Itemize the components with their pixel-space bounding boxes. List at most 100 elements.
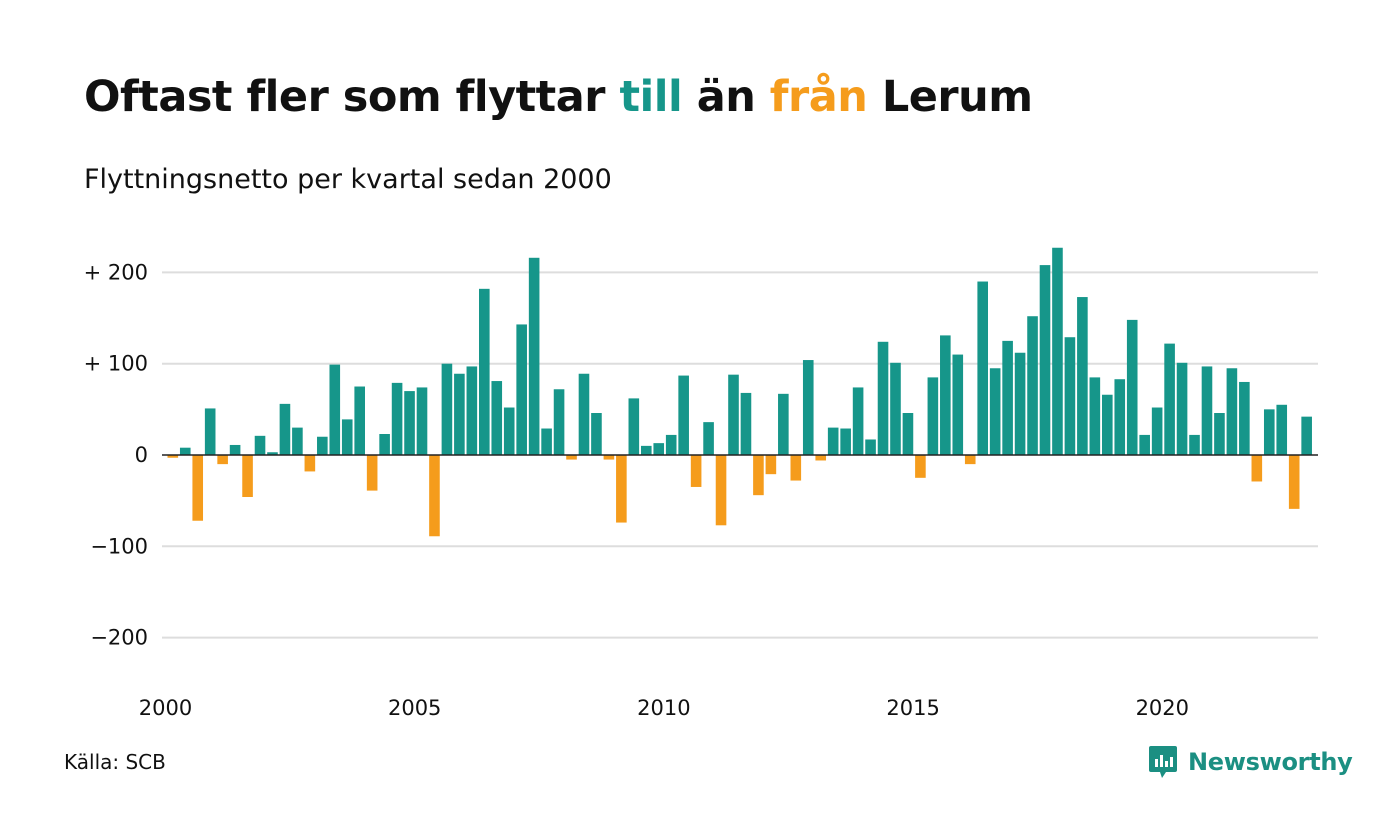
- bar-chart: + 200 + 100 0 −100 −200 2000 2005 2010 2015 2020: [84, 247, 1318, 720]
- bar-q54: [827, 427, 839, 455]
- bar-q80: [1151, 407, 1163, 455]
- bar-q72: [1052, 247, 1063, 455]
- bar-q10: [279, 403, 291, 455]
- bar-q48: [753, 455, 764, 496]
- bar-q73: [1064, 337, 1076, 455]
- y-axis-labels: + 200 + 100 0 −100 −200: [84, 260, 148, 649]
- chart-title: Oftast fler som flyttar till än från Ler…: [84, 72, 1033, 122]
- bars: [167, 247, 1312, 537]
- bar-q16: [354, 386, 365, 455]
- title-highlight-till: till: [619, 72, 683, 122]
- bar-q44: [703, 422, 714, 455]
- bar-q30: [528, 257, 540, 455]
- bar-q47: [740, 392, 752, 455]
- bar-q46: [728, 374, 739, 455]
- bar-q82: [1176, 362, 1188, 455]
- bar-q92: [1301, 416, 1312, 455]
- bar-q27: [491, 381, 503, 455]
- bar-q61: [915, 455, 926, 478]
- x-tick-label: 2015: [886, 696, 939, 720]
- bar-q65: [964, 455, 976, 465]
- x-axis-labels: 2000 2005 2010 2015 2020: [139, 696, 1189, 720]
- bar-q84: [1201, 366, 1213, 455]
- bar-q22: [429, 455, 440, 537]
- title-part-5: Lerum: [867, 72, 1033, 122]
- bar-q1: [167, 455, 179, 458]
- title-part-3: än: [682, 72, 770, 122]
- bar-q42: [678, 375, 689, 455]
- bar-q24: [454, 373, 465, 455]
- bar-q67: [989, 368, 1001, 455]
- y-tick-label: + 200: [84, 260, 148, 284]
- newsworthy-logo-icon: [1149, 746, 1177, 778]
- bar-q91: [1288, 455, 1300, 509]
- bar-q52: [802, 360, 814, 455]
- bar-q71: [1039, 265, 1051, 455]
- bar-q41: [665, 434, 677, 455]
- bar-q3: [192, 455, 204, 521]
- bar-q36: [603, 455, 615, 460]
- bar-q64: [952, 354, 964, 455]
- bar-q2: [179, 447, 191, 455]
- bar-q12: [304, 455, 316, 472]
- bar-q88: [1251, 455, 1263, 482]
- bar-q4: [204, 408, 216, 455]
- bar-q9: [267, 452, 278, 455]
- bar-q13: [317, 436, 328, 455]
- bar-q39: [640, 445, 652, 455]
- bar-q20: [404, 391, 415, 455]
- x-tick-label: 2000: [139, 696, 192, 720]
- bar-q51: [790, 455, 802, 481]
- source-note: Källa: SCB: [64, 750, 166, 774]
- bar-q14: [329, 364, 341, 455]
- bar-q26: [479, 288, 490, 455]
- y-tick-label: 0: [135, 443, 148, 467]
- bar-q69: [1014, 352, 1026, 455]
- bar-q68: [1002, 340, 1013, 456]
- bar-q45: [715, 455, 727, 526]
- bar-q63: [940, 335, 951, 455]
- bar-q50: [778, 393, 789, 455]
- bar-q33: [566, 455, 577, 460]
- bar-q8: [254, 435, 266, 455]
- bar-q37: [616, 455, 627, 523]
- bar-q75: [1089, 377, 1101, 455]
- bar-q59: [890, 362, 901, 455]
- bar-q76: [1102, 394, 1113, 455]
- bar-q55: [840, 428, 851, 455]
- bar-q5: [217, 455, 228, 465]
- bar-q77: [1114, 379, 1126, 455]
- bar-q62: [927, 377, 939, 455]
- bar-q34: [578, 373, 590, 455]
- bar-q83: [1189, 434, 1200, 455]
- bar-q17: [366, 455, 378, 491]
- bar-q35: [591, 413, 602, 455]
- bar-q78: [1126, 319, 1138, 455]
- x-tick-label: 2010: [637, 696, 690, 720]
- bar-q40: [653, 443, 665, 455]
- bar-q66: [977, 281, 988, 455]
- title-part-1: Oftast fler som flyttar: [84, 72, 620, 122]
- bar-q11: [292, 427, 303, 455]
- bar-q86: [1226, 368, 1238, 455]
- bar-q89: [1263, 409, 1275, 455]
- chart-subtitle: Flyttningsnetto per kvartal sedan 2000: [84, 164, 612, 195]
- bar-q28: [503, 407, 515, 455]
- bar-q32: [553, 389, 565, 455]
- bar-q31: [541, 428, 552, 455]
- bar-q19: [391, 382, 403, 455]
- title-highlight-fran: från: [769, 72, 868, 122]
- bar-q43: [690, 455, 702, 487]
- bar-q15: [341, 419, 353, 455]
- bar-q18: [379, 434, 390, 455]
- bar-q81: [1164, 343, 1175, 455]
- bar-q60: [902, 413, 914, 455]
- bar-q79: [1139, 434, 1150, 455]
- bar-q53: [815, 455, 827, 461]
- bar-q87: [1239, 381, 1250, 455]
- bar-q23: [441, 363, 453, 455]
- bar-q29: [516, 324, 527, 455]
- brand-name: Newsworthy: [1188, 748, 1353, 776]
- y-tick-label: + 100: [84, 352, 148, 376]
- bar-q58: [877, 341, 889, 455]
